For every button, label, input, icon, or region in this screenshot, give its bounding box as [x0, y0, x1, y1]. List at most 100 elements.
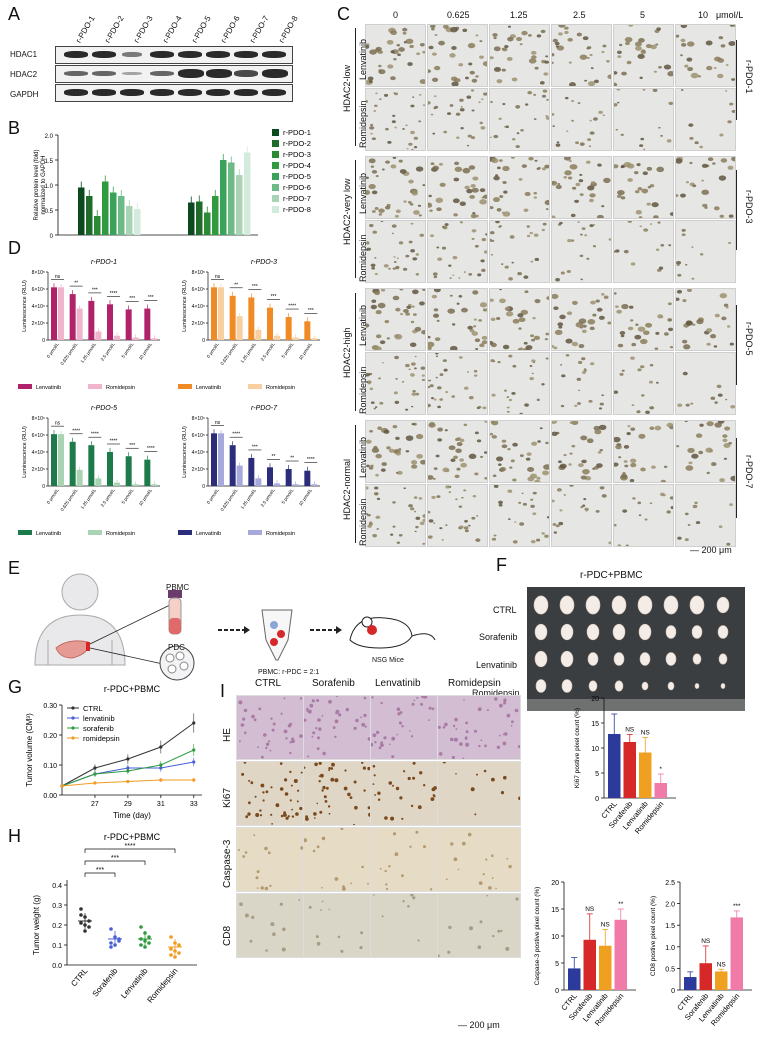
organoid-mark	[651, 465, 656, 469]
organoid-mark	[483, 92, 487, 96]
organoid-mark	[421, 378, 425, 382]
organoid-mark	[593, 79, 600, 84]
ihc-cell	[452, 724, 456, 728]
y-tick-label: 0	[555, 988, 559, 995]
organoid-mark	[433, 313, 440, 318]
legend-label: Lenvatinib	[196, 531, 221, 537]
organoid-mark	[419, 79, 425, 85]
data-point	[109, 945, 113, 949]
ihc-texture	[372, 761, 452, 822]
organoid-mark	[714, 313, 720, 318]
organoid-mark	[576, 377, 582, 381]
organoid-mark	[428, 475, 434, 480]
ihc-cell	[477, 945, 482, 949]
organoid-mark	[568, 159, 572, 163]
organoid-mark	[376, 497, 381, 501]
y-tick-label: 6×10⁵	[192, 287, 205, 293]
micrograph-tile	[489, 24, 550, 87]
legend-marker	[71, 716, 75, 720]
organoid-mark	[411, 405, 414, 408]
organoid-mark	[452, 274, 455, 276]
organoid-mark	[493, 197, 500, 203]
legend-marker	[71, 706, 75, 710]
y-tick-label: 8×10⁵	[192, 416, 205, 422]
organoid-mark	[598, 407, 603, 410]
organoid-mark	[467, 42, 476, 49]
organoid-mark	[658, 66, 662, 69]
ihc-cell	[323, 795, 327, 799]
organoid-mark	[390, 30, 398, 36]
organoid-mark	[525, 103, 529, 106]
organoid-mark	[676, 445, 680, 448]
organoid-mark	[410, 104, 415, 108]
organoid-mark	[380, 468, 386, 472]
organoid-mark	[435, 376, 439, 379]
ihc-cell	[318, 780, 321, 783]
bar	[107, 304, 113, 340]
organoid-mark	[482, 406, 487, 410]
organoid-mark	[567, 239, 572, 243]
organoid-mark	[454, 166, 463, 172]
organoid-mark	[414, 367, 417, 370]
organoid-mark	[594, 429, 602, 435]
bar	[76, 308, 83, 340]
organoid-mark	[636, 163, 641, 167]
micrograph-tile	[489, 88, 550, 151]
organoid-mark	[639, 144, 644, 148]
organoid-mark	[596, 463, 603, 468]
ihc-cell	[423, 784, 426, 787]
ihc-tile	[437, 760, 522, 826]
organoid-mark	[428, 194, 432, 198]
x-tick-label: 1.25 μmol/L	[80, 341, 98, 364]
micrograph-tile	[489, 220, 550, 283]
ihc-cell	[264, 886, 269, 891]
organoid-mark	[406, 148, 409, 150]
organoid-mark	[559, 314, 566, 320]
organoid-mark	[396, 470, 403, 475]
organoid-mark	[441, 246, 447, 250]
organoid-mark	[646, 202, 651, 206]
ihc-cell	[428, 706, 432, 710]
organoid-mark	[512, 442, 518, 447]
ihc-cell	[270, 717, 273, 720]
bar	[236, 465, 243, 486]
ihc-cell	[279, 762, 283, 765]
organoid-mark	[614, 462, 619, 467]
ihc-cell	[430, 797, 435, 801]
bar	[132, 337, 139, 340]
ihc-cell	[379, 867, 382, 870]
organoid-mark	[411, 191, 419, 196]
ihc-cell	[247, 812, 251, 816]
organoid-mark	[655, 381, 659, 384]
ihc-cell	[455, 773, 457, 775]
organoid-mark	[529, 365, 533, 367]
ihc-cell	[484, 744, 487, 748]
bar	[144, 459, 151, 486]
drug-label: Lenvatinib	[358, 436, 368, 478]
organoid-mark	[374, 486, 379, 490]
organoid-mark	[634, 190, 640, 194]
organoid-mark	[595, 509, 600, 513]
organoid-mark	[412, 389, 416, 393]
ihc-cell	[477, 707, 482, 712]
ihc-tile	[437, 695, 521, 760]
legend-swatch	[272, 151, 279, 158]
ihc-cell	[248, 779, 251, 782]
ihc-cell	[363, 789, 366, 792]
organoid-mark	[472, 211, 476, 215]
organoid-mark	[395, 209, 401, 214]
organoid-mark	[366, 486, 369, 490]
organoid-mark	[544, 534, 549, 538]
pdo-label: r-PDO-5	[744, 322, 754, 356]
ihc-cell	[483, 769, 487, 773]
micrograph-texture	[490, 25, 549, 85]
organoid-mark	[449, 294, 453, 297]
legend-label: Lenvatinib	[36, 385, 61, 391]
micrograph-tile	[427, 352, 488, 415]
micrograph-tile	[613, 88, 674, 151]
ihc-cell	[429, 888, 433, 891]
bar	[151, 338, 158, 340]
organoid-mark	[559, 509, 563, 512]
